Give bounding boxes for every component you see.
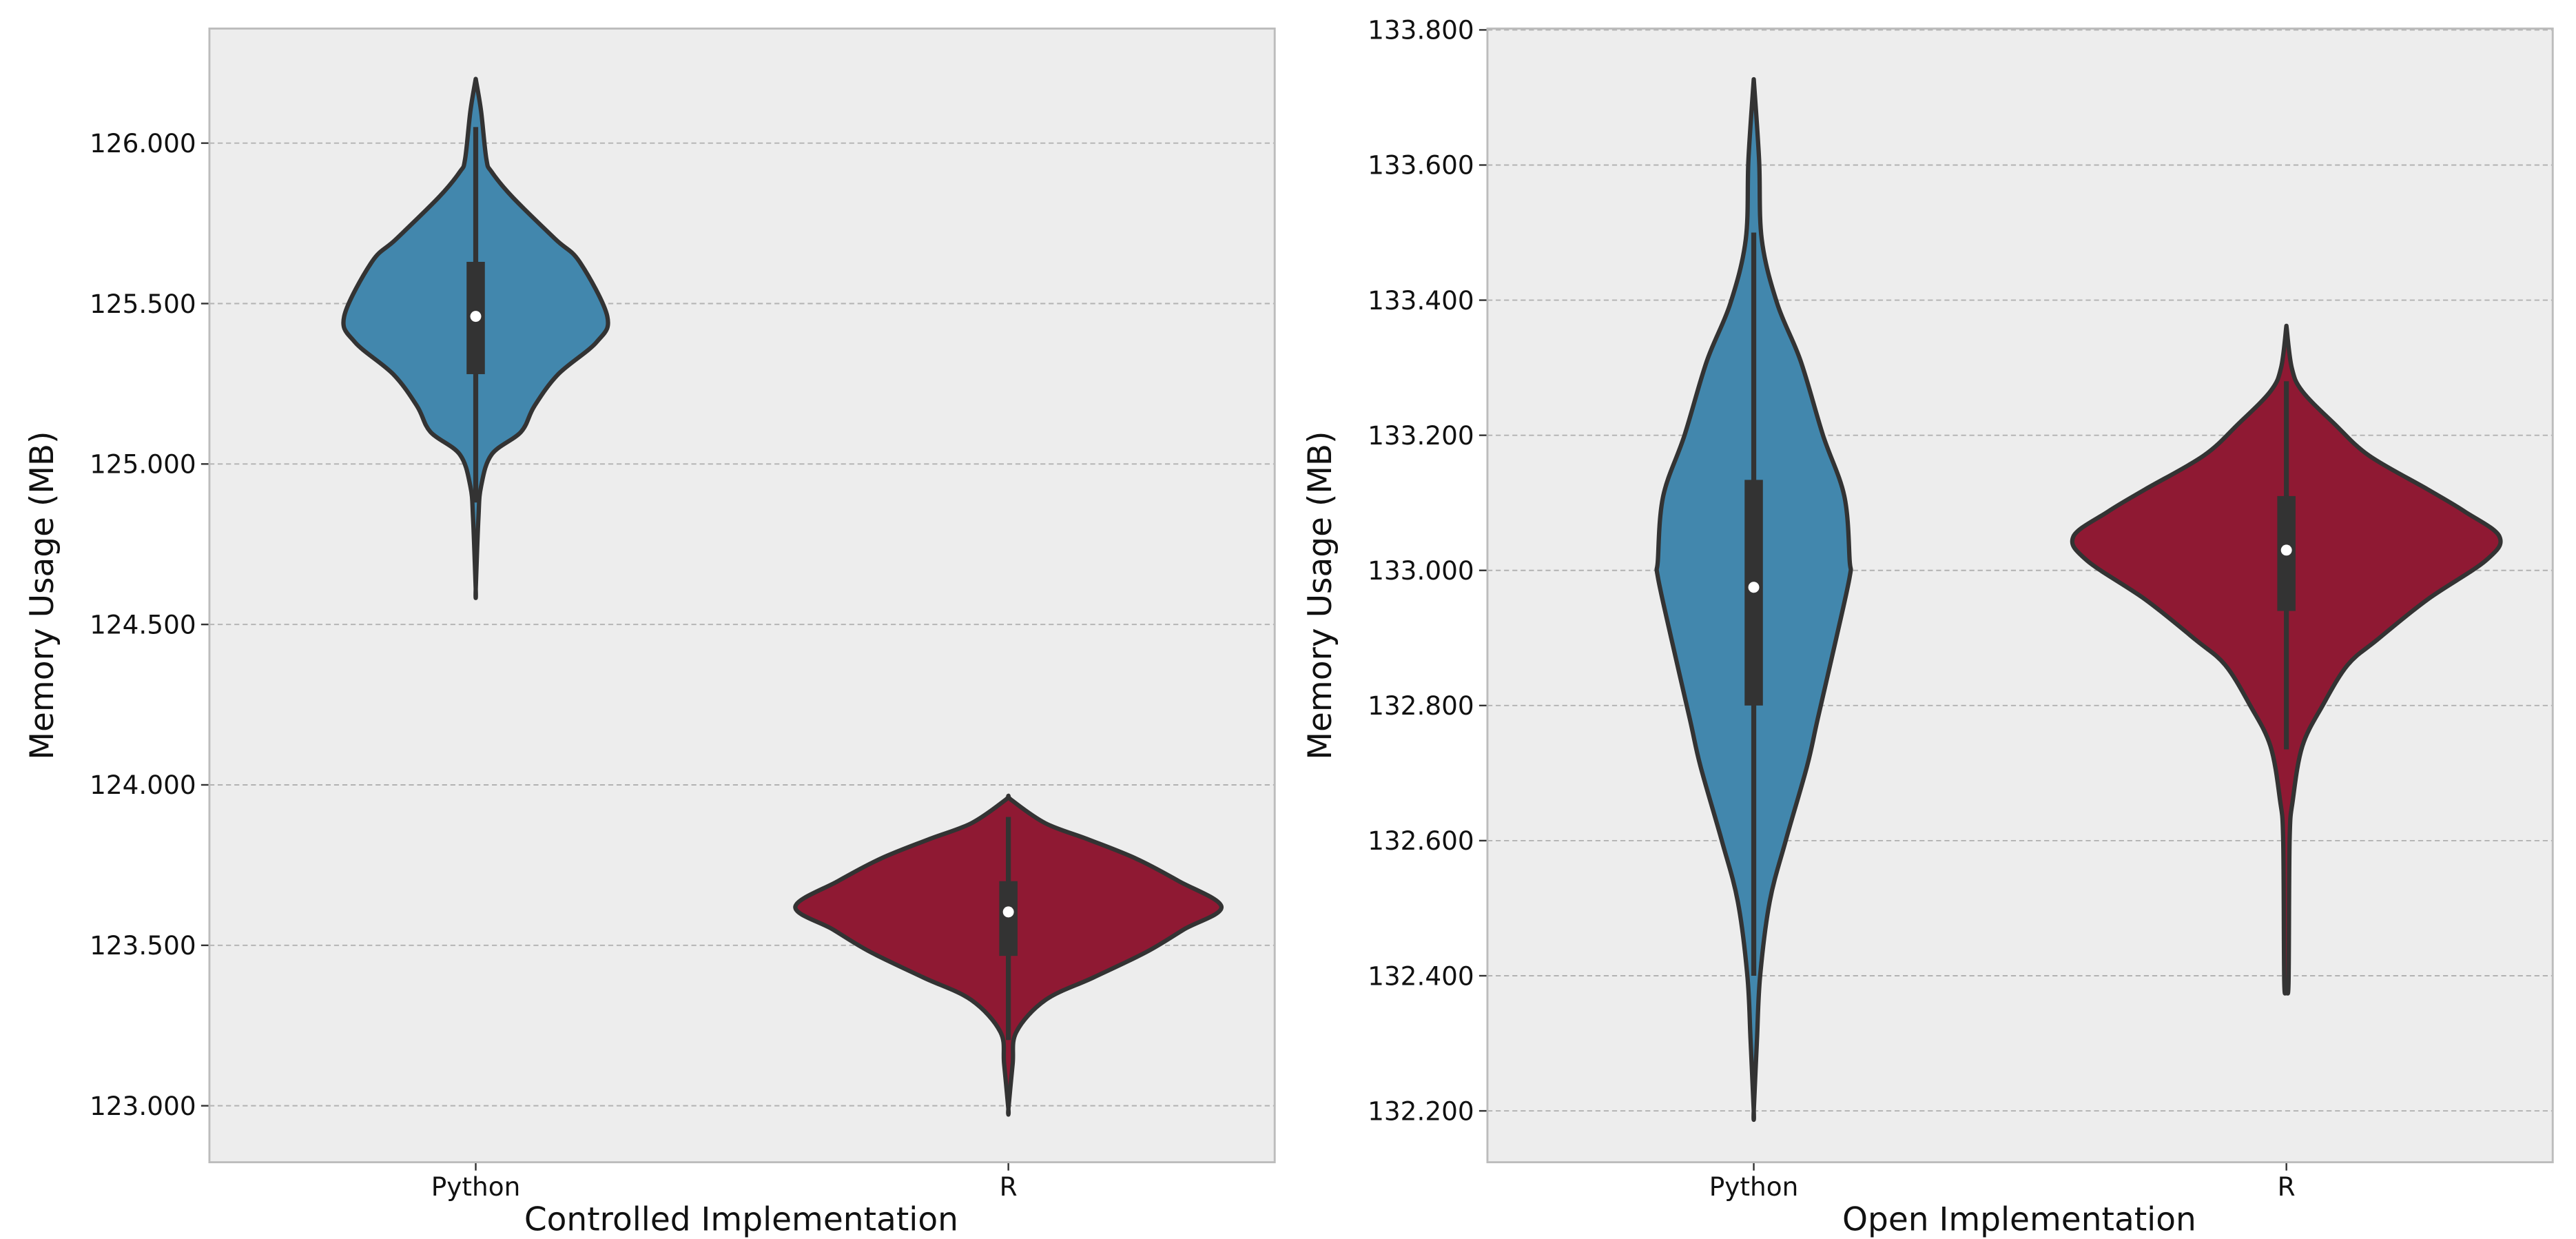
x-tick-label-r: R <box>1000 1171 1018 1202</box>
plot-frame <box>1486 27 2554 1164</box>
y-axis-label: Memory Usage (MB) <box>23 431 61 759</box>
y-tick-label: 123.500 <box>90 930 196 961</box>
y-tick-label: 123.000 <box>90 1091 196 1121</box>
y-tick-label: 132.800 <box>1368 690 1474 721</box>
plot-frame <box>208 27 1276 1164</box>
median-point-python <box>1748 582 1760 593</box>
plot-background <box>209 28 1275 1163</box>
left-violin-panel: 123.000 123.500 124.000 124.500 125.000 125.5… <box>23 27 1276 1239</box>
y-tick-label: 133.200 <box>1368 420 1474 451</box>
x-tick-label-python: Python <box>431 1171 521 1202</box>
y-tick-label: 132.200 <box>1368 1096 1474 1126</box>
x-tick-label-python: Python <box>1709 1171 1799 1202</box>
median-point-r <box>2280 544 2292 556</box>
y-tick-label: 125.500 <box>90 289 196 319</box>
y-tick-label: 126.000 <box>90 128 196 158</box>
median-point-python <box>470 311 482 322</box>
y-tick-label: 133.400 <box>1368 285 1474 316</box>
y-tick-label: 124.500 <box>90 609 196 639</box>
x-tick-label-r: R <box>2278 1171 2296 1202</box>
y-tick-label: 125.000 <box>90 449 196 480</box>
right-violin-panel: 132.200 132.400 132.600 132.800 133.000 133.2… <box>1301 15 2554 1239</box>
y-tick-label: 132.600 <box>1368 826 1474 856</box>
y-tick-label: 133.000 <box>1368 555 1474 586</box>
iqr-box-r <box>999 881 1018 956</box>
y-tick-label: 133.800 <box>1368 15 1474 45</box>
y-tick-label: 133.600 <box>1368 150 1474 181</box>
x-axis-label: Open Implementation <box>1842 1201 2196 1239</box>
median-point-r <box>1002 906 1014 918</box>
x-axis-label: Controlled Implementation <box>524 1201 958 1239</box>
y-axis-label: Memory Usage (MB) <box>1301 431 1339 759</box>
y-tick-label: 132.400 <box>1368 961 1474 991</box>
y-tick-label: 124.000 <box>90 770 196 800</box>
